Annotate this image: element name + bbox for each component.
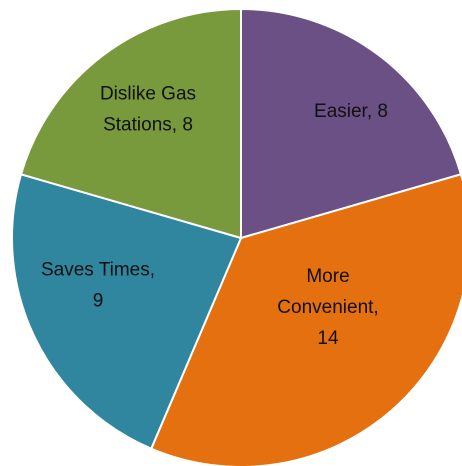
pie-slice-dislike-gas-stations <box>19 7 242 240</box>
pie-slice-saves-times <box>11 173 243 450</box>
data-label-line: Saves Times, <box>41 260 155 281</box>
data-label-line: More <box>306 266 349 287</box>
data-label-line: Convenient, <box>277 297 378 318</box>
data-label-saves-times: Saves Times, 9 <box>41 260 155 312</box>
data-label-line: 14 <box>317 328 339 349</box>
data-label-line: 9 <box>93 291 104 312</box>
data-label-line: Stations, 8 <box>103 115 193 136</box>
data-label-line: Easier, 8 <box>314 101 388 122</box>
pie-slice-easier <box>240 7 462 240</box>
data-label-easier: Easier, 8 <box>314 101 388 122</box>
data-label-more-convenient: More Convenient, 14 <box>277 266 378 349</box>
data-label-dislike-gas-stations: Dislike Gas Stations, 8 <box>100 84 196 136</box>
data-label-line: Dislike Gas <box>100 84 196 105</box>
